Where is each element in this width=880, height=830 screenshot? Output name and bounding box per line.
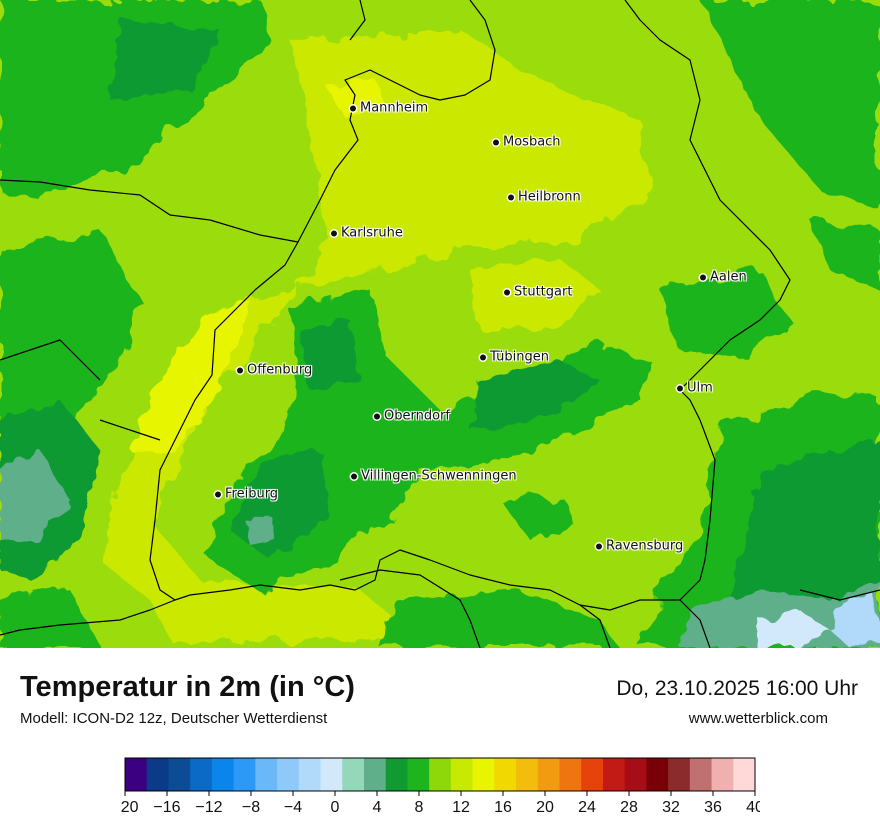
city-label-t-bingen: Tübingen [480,350,549,365]
colorbar-tick-label: 20 [536,799,554,816]
city-name: Ulm [687,380,713,396]
colorbar-tick-label: −12 [195,799,222,816]
city-label-heilbronn: Heilbronn [508,190,581,205]
snow-zones [755,595,880,648]
colorbar-tick-label: 8 [415,799,424,816]
colorbar-segment [255,758,278,791]
colorbar-segment [320,758,343,791]
city-label-freiburg: Freiburg [215,487,278,502]
colorbar-tick-label: 0 [331,799,340,816]
colorbar-segment [342,758,365,791]
colorbar-segment [537,758,560,791]
city-name: Mannheim [360,100,429,116]
colorbar-segment [516,758,539,791]
city-name: Stuttgart [514,284,573,300]
colorbar-tick-label: 32 [662,799,680,816]
city-label-mosbach: Mosbach [493,135,561,150]
colorbar-tick-label: 4 [373,799,382,816]
city-label-oberndorf: Oberndorf [374,409,450,424]
forecast-datetime: Do, 23.10.2025 16:00 Uhr [616,677,858,700]
city-marker-icon [596,543,602,549]
colorbar-segment [581,758,604,791]
border-lines [0,0,880,648]
temperature-colorbar: −20 −16 −12 −8 −4 0 4 8 12 16 20 24 28 32 36 40 [120,757,760,816]
colorbar-segment [211,758,235,791]
colorbar-segment [385,758,408,791]
city-label-offenburg: Offenburg [237,363,312,378]
colorbar-segment [668,758,691,791]
colorbar-tick-label: −20 [120,799,139,816]
colorbar-segment [711,758,734,791]
city-label-stuttgart: Stuttgart [504,285,572,300]
colorbar-segment [602,758,626,791]
colorbar-segment [298,758,322,791]
city-marker-icon [493,139,499,145]
colorbar-segment [429,758,452,791]
colorbar-segment [646,758,669,791]
city-name: Freiburg [225,486,279,502]
city-marker-icon [350,105,356,111]
colorbar-tick-label: 24 [578,799,596,816]
colorbar-segment [277,758,300,791]
city-marker-icon [677,385,683,391]
colorbar-segment [407,758,430,791]
city-marker-icon [700,274,706,280]
city-label-mannheim: Mannheim [350,101,428,116]
model-info: Modell: ICON-D2 12z, Deutscher Wetterdie… [20,710,328,727]
colorbar-segment [190,758,213,791]
colorbar-tick-label: 40 [746,799,760,816]
city-name: Heilbronn [518,189,581,205]
city-label-karlsruhe: Karlsruhe [331,226,403,241]
city-marker-icon [374,413,380,419]
colorbar-segment [233,758,256,791]
city-marker-icon [215,491,221,497]
city-name: Mosbach [503,134,561,150]
city-marker-icon [331,230,337,236]
colorbar-tick-label: −4 [284,799,302,816]
city-marker-icon [351,473,357,479]
colorbar-segment [624,758,647,791]
city-name: Oberndorf [384,408,450,424]
warm-zones [100,30,650,640]
city-label-ravensburg: Ravensburg [596,539,683,554]
temperature-map [0,0,880,648]
website-link[interactable]: www.wetterblick.com [688,710,828,727]
colorbar-segment [363,758,387,791]
city-name: Villingen-Schwenningen [361,468,517,484]
alpine-zones [0,450,880,648]
colorbar-frame [124,757,756,792]
colorbar-tick-label: −8 [242,799,260,816]
colorbar-segment [559,758,582,791]
colorbar-tick-label: −16 [153,799,180,816]
colorbar-segment [125,758,148,791]
city-label-aalen: Aalen [700,270,747,285]
city-name: Karlsruhe [341,225,403,241]
colorbar-segment [168,758,191,791]
city-label-villingen-schwenningen: Villingen-Schwenningen [351,469,517,484]
city-marker-icon [508,194,514,200]
colorbar-tick-label: 12 [452,799,470,816]
city-name: Offenburg [247,362,313,378]
city-marker-icon [237,367,243,373]
colorbar-segment [494,758,517,791]
city-marker-icon [480,354,486,360]
city-label-ulm: Ulm [677,381,713,396]
city-name: Tübingen [490,349,549,365]
colorbar-tick-label: 28 [620,799,638,816]
colorbar-segment [472,758,495,791]
city-name: Ravensburg [606,538,684,554]
colorbar-segment [689,758,713,791]
colorbar-segment [733,758,756,791]
colorbar-segment [146,758,169,791]
city-marker-icon [504,289,510,295]
hot-zones [130,80,385,455]
colorbar-segment [450,758,474,791]
map-title: Temperatur in 2m (in °C) [20,671,355,703]
colorbar-tick-label: 36 [704,799,722,816]
city-name: Aalen [710,269,747,285]
colorbar-tick-label: 16 [494,799,512,816]
